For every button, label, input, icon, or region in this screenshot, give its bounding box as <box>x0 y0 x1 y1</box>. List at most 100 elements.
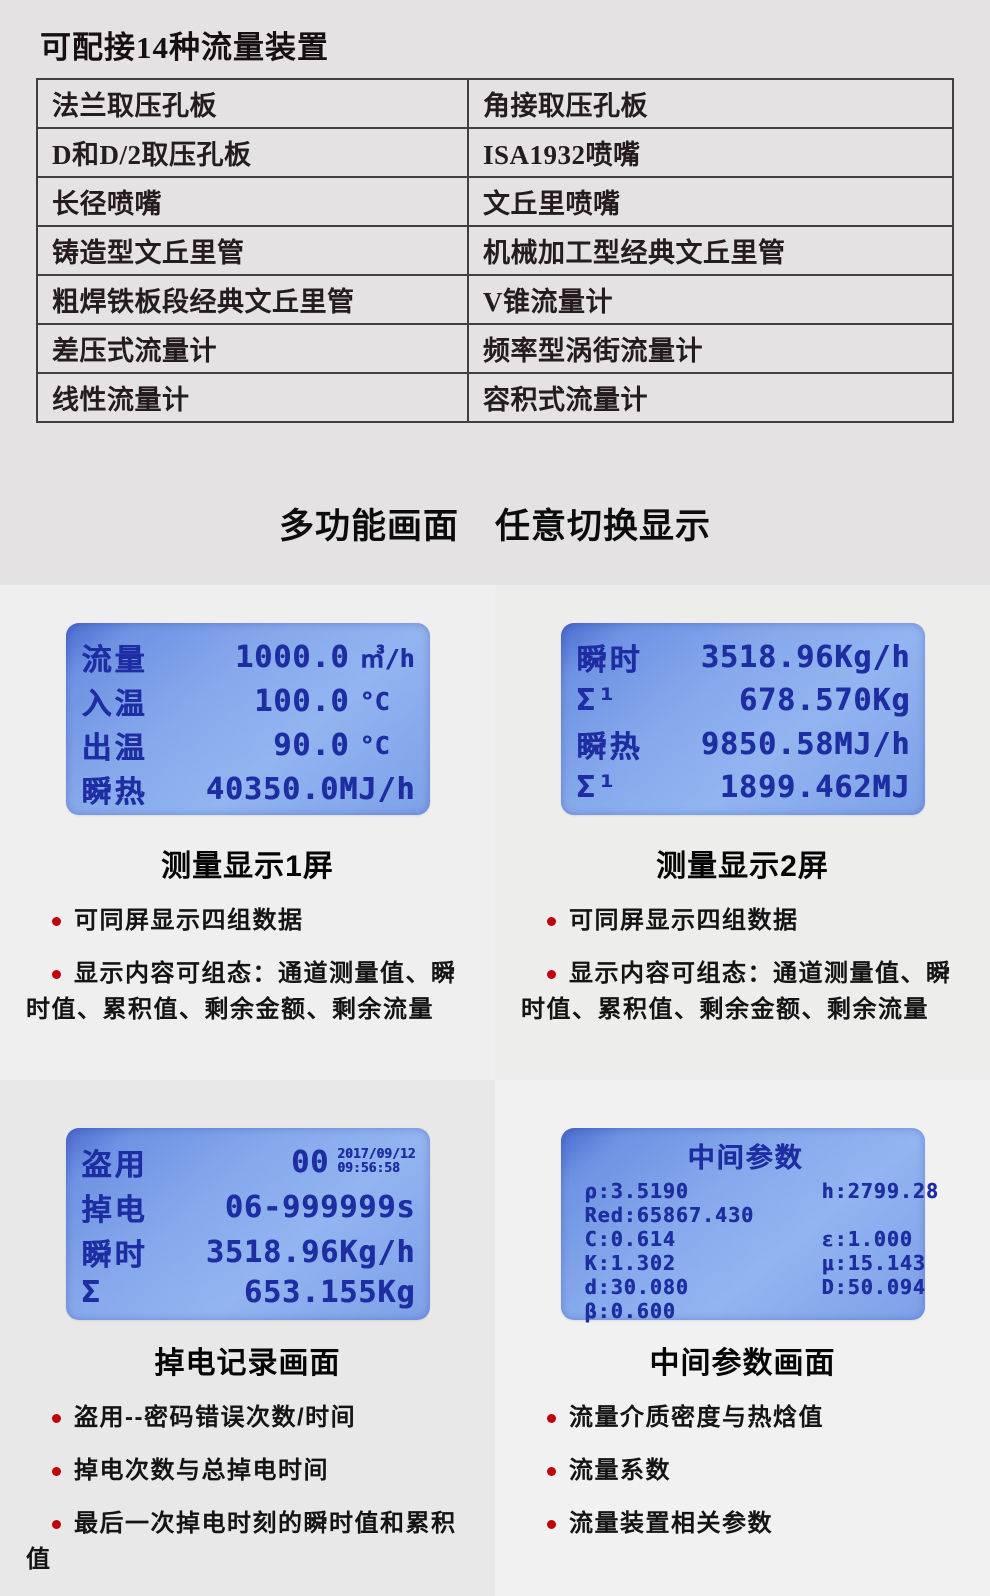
table-cell: D和D/2取压孔板 <box>36 127 469 178</box>
bullet-list: 可同屏显示四组数据 显示内容可组态：通道测量值、瞬时值、累积值、剩余金额、剩余流… <box>0 903 495 1028</box>
screen-row-label: Σ¹ <box>576 683 619 718</box>
bullet-item: 可同屏显示四组数据 <box>26 903 473 939</box>
table-row: 线性流量计 容积式流量计 <box>36 372 954 423</box>
table-cell: 文丘里喷嘴 <box>467 176 954 227</box>
param-right: ε:1.000 <box>821 1227 913 1251</box>
bullet-item: 可同屏显示四组数据 <box>521 903 968 939</box>
screen-row-value: 9850.58MJ/h <box>700 726 911 762</box>
bullet-list: 可同屏显示四组数据 显示内容可组态：通道测量值、瞬时值、累积值、剩余金额、剩余流… <box>495 903 990 1028</box>
screen-row: Σ¹ 1899.462MJ <box>577 770 911 805</box>
screen-row: 掉电 06-999999s <box>82 1185 416 1229</box>
param-right: h:2799.28 <box>821 1179 939 1203</box>
bullet-text: 最后一次掉电时刻的瞬时值和累积值 <box>26 1510 457 1573</box>
bullet-item: 流量系数 <box>521 1453 968 1489</box>
table-cell: 法兰取压孔板 <box>36 78 469 129</box>
param-right <box>822 1299 939 1323</box>
bullet-dot-icon <box>547 970 556 980</box>
bullet-item: 最后一次掉电时刻的瞬时值和累积值 <box>26 1506 473 1578</box>
table-cell: 频率型涡街流量计 <box>467 323 954 374</box>
screen-row: 流量 1000.0 ㎥/h <box>82 635 416 679</box>
table-cell: 角接取压孔板 <box>467 78 954 129</box>
screen-title: 中间参数 <box>687 1143 804 1174</box>
screen-row: 瞬热 40350.0MJ/h <box>82 767 416 811</box>
param-left: d:30.080 <box>584 1275 689 1299</box>
panel-power-loss-record: 盗用 00 2017/09/12 09:56:58 掉电 06-999999s … <box>0 1080 495 1596</box>
screen-row-label: 流量 <box>81 643 148 678</box>
table-cell: 机械加工型经典文丘里管 <box>467 225 954 276</box>
screen-row-value: 100.0 <box>254 683 350 719</box>
screen-row-value: 653.155Kg <box>243 1275 416 1310</box>
screen-row-unit: °C <box>359 686 390 716</box>
screen-row-label: 出温 <box>81 731 148 766</box>
screen-row: 瞬时 3518.96Kg/h <box>82 1230 416 1274</box>
bullet-text: 可同屏显示四组数据 <box>74 907 304 934</box>
bullet-item: 掉电次数与总掉电时间 <box>26 1453 473 1489</box>
bullet-text: 显示内容可组态：通道测量值、瞬时值、累积值、剩余金额、剩余流量 <box>26 960 457 1023</box>
screen-row-unit: °C <box>359 730 390 760</box>
screen-datetime: 2017/09/12 09:56:58 <box>337 1146 416 1177</box>
table-cell: 长径喷嘴 <box>36 176 469 227</box>
screen-row: Σ 653.155Kg <box>82 1275 416 1310</box>
bullet-list: 盗用--密码错误次数/时间 掉电次数与总掉电时间 最后一次掉电时刻的瞬时值和累积… <box>0 1400 495 1578</box>
screen-row-label: 瞬热 <box>576 730 643 765</box>
table-row: 法兰取压孔板 角接取压孔板 <box>36 78 954 129</box>
table-cell: 铸造型文丘里管 <box>36 225 469 276</box>
screen-row-value: 90.0 <box>273 727 350 763</box>
screen-row-value-group: 00 2017/09/12 09:56:58 <box>291 1145 415 1180</box>
param-right: D:50.094 <box>821 1275 926 1299</box>
screen-row-value: 06-999999s <box>224 1189 416 1225</box>
lcd-screen-measure-2: 瞬时 3518.96Kg/h Σ¹ 678.570Kg 瞬热 9850.58MJ… <box>560 623 925 815</box>
device-table: 法兰取压孔板 角接取压孔板 D和D/2取压孔板 ISA1932喷嘴 长径喷嘴 文… <box>36 78 954 423</box>
table-cell: 粗焊铁板段经典文丘里管 <box>36 274 469 325</box>
screen-datetime-time: 09:56:58 <box>337 1161 400 1176</box>
lcd-screen-measure-1: 流量 1000.0 ㎥/h 入温 100.0 °C 出温 90.0 °C 瞬热 … <box>65 623 430 815</box>
bullet-dot-icon <box>52 1520 61 1530</box>
bullet-text: 流量介质密度与热焓值 <box>569 1404 824 1431</box>
screen-row: Σ¹ 678.570Kg <box>577 683 911 718</box>
screen-row: 出温 90.0 °C <box>82 723 416 767</box>
screen-row-value: 1000.0 <box>235 639 350 675</box>
bullet-dot-icon <box>547 1467 556 1477</box>
screen-row-value: 3518.96Kg/h <box>700 639 911 675</box>
bullet-item: 显示内容可组态：通道测量值、瞬时值、累积值、剩余金额、剩余流量 <box>521 956 968 1028</box>
panel-measure-screen-2: 瞬时 3518.96Kg/h Σ¹ 678.570Kg 瞬热 9850.58MJ… <box>495 585 990 1080</box>
param-left: K:1.302 <box>584 1251 676 1275</box>
table-row: 铸造型文丘里管 机械加工型经典文丘里管 <box>36 225 954 276</box>
panel-grid: 流量 1000.0 ㎥/h 入温 100.0 °C 出温 90.0 °C 瞬热 … <box>0 585 990 1596</box>
panel-caption: 掉电记录画面 <box>154 1347 341 1380</box>
lcd-screen-power-loss: 盗用 00 2017/09/12 09:56:58 掉电 06-999999s … <box>65 1128 430 1320</box>
table-row: D和D/2取压孔板 ISA1932喷嘴 <box>36 127 954 178</box>
screen-row-label: Σ <box>81 1275 103 1310</box>
panel-caption: 测量显示1屏 <box>161 850 334 883</box>
table-cell: 差压式流量计 <box>36 323 469 374</box>
bullet-dot-icon <box>547 1520 556 1530</box>
screen-row: 瞬热 9850.58MJ/h <box>577 722 911 766</box>
table-row: 差压式流量计 频率型涡街流量计 <box>36 323 954 374</box>
param-left: ρ:3.5190 <box>584 1179 689 1203</box>
bullet-dot-icon <box>547 1414 556 1424</box>
screen-row-label: 盗用 <box>81 1148 148 1183</box>
table-row: 长径喷嘴 文丘里喷嘴 <box>36 176 954 227</box>
param-grid: ρ:3.5190 h:2799.28 Red:65867.430 C:0.614… <box>584 1179 938 1323</box>
bullet-item: 显示内容可组态：通道测量值、瞬时值、累积值、剩余金额、剩余流量 <box>26 956 473 1028</box>
screen-row-value: 3518.96Kg/h <box>205 1234 416 1270</box>
screen-datetime-date: 2017/09/12 <box>337 1146 416 1162</box>
panel-caption: 测量显示2屏 <box>656 850 829 883</box>
bullet-text: 可同屏显示四组数据 <box>569 907 799 934</box>
screen-row: 瞬时 3518.96Kg/h <box>577 635 911 679</box>
bullet-item: 流量装置相关参数 <box>521 1506 968 1542</box>
page-title: 可配接14种流量装置 <box>40 30 329 65</box>
lcd-screen-intermediate-params: 中间参数 ρ:3.5190 h:2799.28 Red:65867.430 C:… <box>560 1128 938 1323</box>
param-left: C:0.614 <box>584 1227 676 1251</box>
screen-row-label: 瞬时 <box>81 1238 148 1273</box>
screen-row-label: 掉电 <box>81 1193 148 1228</box>
bullet-item: 流量介质密度与热焓值 <box>521 1400 968 1436</box>
param-left: Red:65867.430 <box>584 1203 755 1227</box>
top-section: 可配接14种流量装置 法兰取压孔板 角接取压孔板 D和D/2取压孔板 ISA19… <box>0 0 990 585</box>
table-cell: 线性流量计 <box>36 372 469 423</box>
screen-row-label: 入温 <box>81 687 148 722</box>
screen-row-label: 瞬时 <box>576 643 643 678</box>
screen-row-value: 40350.0MJ/h <box>205 771 416 807</box>
screen-row-value: 1899.462MJ <box>719 770 911 805</box>
screen-row-label: 瞬热 <box>81 775 148 810</box>
